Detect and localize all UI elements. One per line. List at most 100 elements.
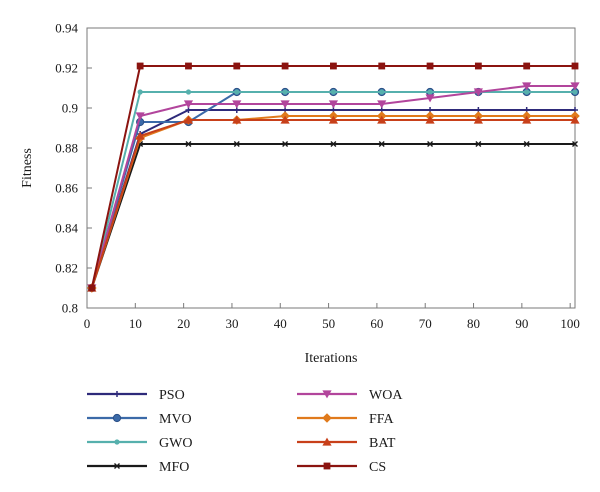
data-point-cs	[281, 62, 289, 70]
data-point-woa	[473, 88, 483, 97]
x-tick-label: 90	[515, 316, 528, 331]
y-tick-label: 0.8	[62, 301, 78, 316]
data-point-bat	[280, 115, 290, 124]
x-tick-label: 60	[370, 316, 383, 331]
data-point-bat	[570, 115, 580, 124]
x-tick-label: 0	[84, 316, 91, 331]
data-point-mfo	[427, 141, 434, 147]
data-point-bat	[377, 115, 387, 124]
data-point-woa	[570, 82, 580, 91]
data-point-cs	[378, 62, 386, 70]
series-line-mfo	[90, 143, 575, 289]
legend-label: PSO	[159, 388, 185, 403]
data-point-mfo	[378, 141, 385, 147]
series-bat	[87, 115, 580, 292]
series-line-cs	[90, 65, 575, 289]
legend-item-ffa: FFA	[297, 412, 395, 427]
data-point-cs	[88, 284, 96, 292]
series-ffa	[87, 111, 580, 293]
data-point-mfo	[475, 141, 482, 147]
x-tick-label: 70	[419, 316, 432, 331]
data-point-woa	[377, 100, 387, 109]
data-point-gwo	[379, 89, 385, 95]
legend-marker	[112, 413, 122, 423]
legend-label: WOA	[369, 388, 403, 403]
legend-item-bat: BAT	[297, 436, 396, 451]
data-point-gwo	[572, 89, 578, 95]
x-tick-label: 10	[129, 316, 142, 331]
series-line-bat	[90, 119, 575, 289]
data-point-gwo	[185, 89, 192, 95]
data-point-mfo	[330, 141, 337, 147]
data-point-woa	[183, 100, 194, 109]
data-point-cs	[523, 62, 531, 70]
data-point-mfo	[185, 141, 192, 147]
plot-area: 0 10 20 30 40 50 60 70 80 90 100 0.8 0.82 0.84 0.86 0.8…	[55, 21, 580, 332]
y-tick-label: 0.86	[55, 181, 78, 196]
data-point-gwo	[524, 89, 530, 95]
data-point-cs	[474, 62, 482, 70]
data-point-woa	[232, 100, 242, 109]
legend-label: CS	[369, 460, 386, 475]
legend-item-mvo: MVO	[87, 412, 192, 427]
series-line-pso	[90, 109, 575, 289]
legend-marker	[322, 390, 332, 399]
legend-label: GWO	[159, 436, 192, 451]
series-layer	[87, 62, 580, 293]
series-pso	[88, 107, 578, 291]
data-point-mfo	[233, 141, 240, 147]
data-point-mfo	[572, 141, 578, 147]
legend-item-mfo: MFO	[87, 460, 189, 475]
x-tick-label: 30	[225, 316, 238, 331]
data-point-bat	[183, 115, 194, 124]
plot-frame	[86, 27, 576, 309]
data-point-woa	[522, 82, 532, 91]
legend-label: BAT	[369, 436, 396, 451]
series-line-ffa	[90, 115, 575, 289]
data-point-bat	[135, 131, 145, 140]
data-point-gwo	[282, 89, 288, 95]
data-point-bat	[473, 115, 483, 124]
data-point-cs	[233, 62, 241, 70]
y-tick-label: 0.84	[55, 221, 78, 236]
legend-marker	[322, 413, 332, 423]
y-tick-label: 0.88	[55, 141, 78, 156]
y-tick-label: 0.92	[55, 61, 78, 76]
data-point-gwo	[234, 89, 240, 95]
data-point-mfo	[282, 141, 289, 147]
data-point-cs	[426, 62, 434, 70]
legend-item-woa: WOA	[297, 388, 403, 403]
data-point-bat	[328, 115, 339, 124]
y-tick-label: 0.9	[62, 101, 78, 116]
legend-marker	[322, 437, 332, 446]
series-mfo	[88, 141, 578, 291]
data-point-cs	[185, 62, 192, 70]
x-tick-label: 80	[467, 316, 480, 331]
y-tick-label: 0.94	[55, 21, 78, 36]
x-tick-label: 50	[322, 316, 335, 331]
legend-item-pso: PSO	[87, 388, 185, 403]
data-point-woa	[328, 100, 339, 109]
legend-label: MFO	[159, 460, 189, 475]
data-point-woa	[135, 112, 145, 121]
x-tick-label: 100	[560, 316, 580, 331]
legend-label: FFA	[369, 412, 395, 427]
legend-label: MVO	[159, 412, 192, 427]
x-tick-label: 40	[274, 316, 287, 331]
data-point-cs	[136, 62, 144, 70]
data-point-woa	[280, 100, 290, 109]
legend: PSO MVO GWO MFO WOA FFA BAT CS	[87, 388, 403, 475]
data-point-cs	[571, 62, 579, 70]
legend-marker	[114, 391, 120, 397]
data-point-woa	[425, 94, 435, 103]
data-point-bat	[522, 115, 532, 124]
data-point-gwo	[427, 89, 433, 95]
data-point-bat	[425, 115, 435, 124]
series-woa	[87, 82, 580, 293]
y-axis-label: Fitness	[20, 148, 35, 188]
legend-marker	[323, 462, 331, 470]
data-point-gwo	[330, 89, 337, 95]
data-point-gwo	[137, 89, 143, 95]
legend-marker	[114, 463, 120, 469]
